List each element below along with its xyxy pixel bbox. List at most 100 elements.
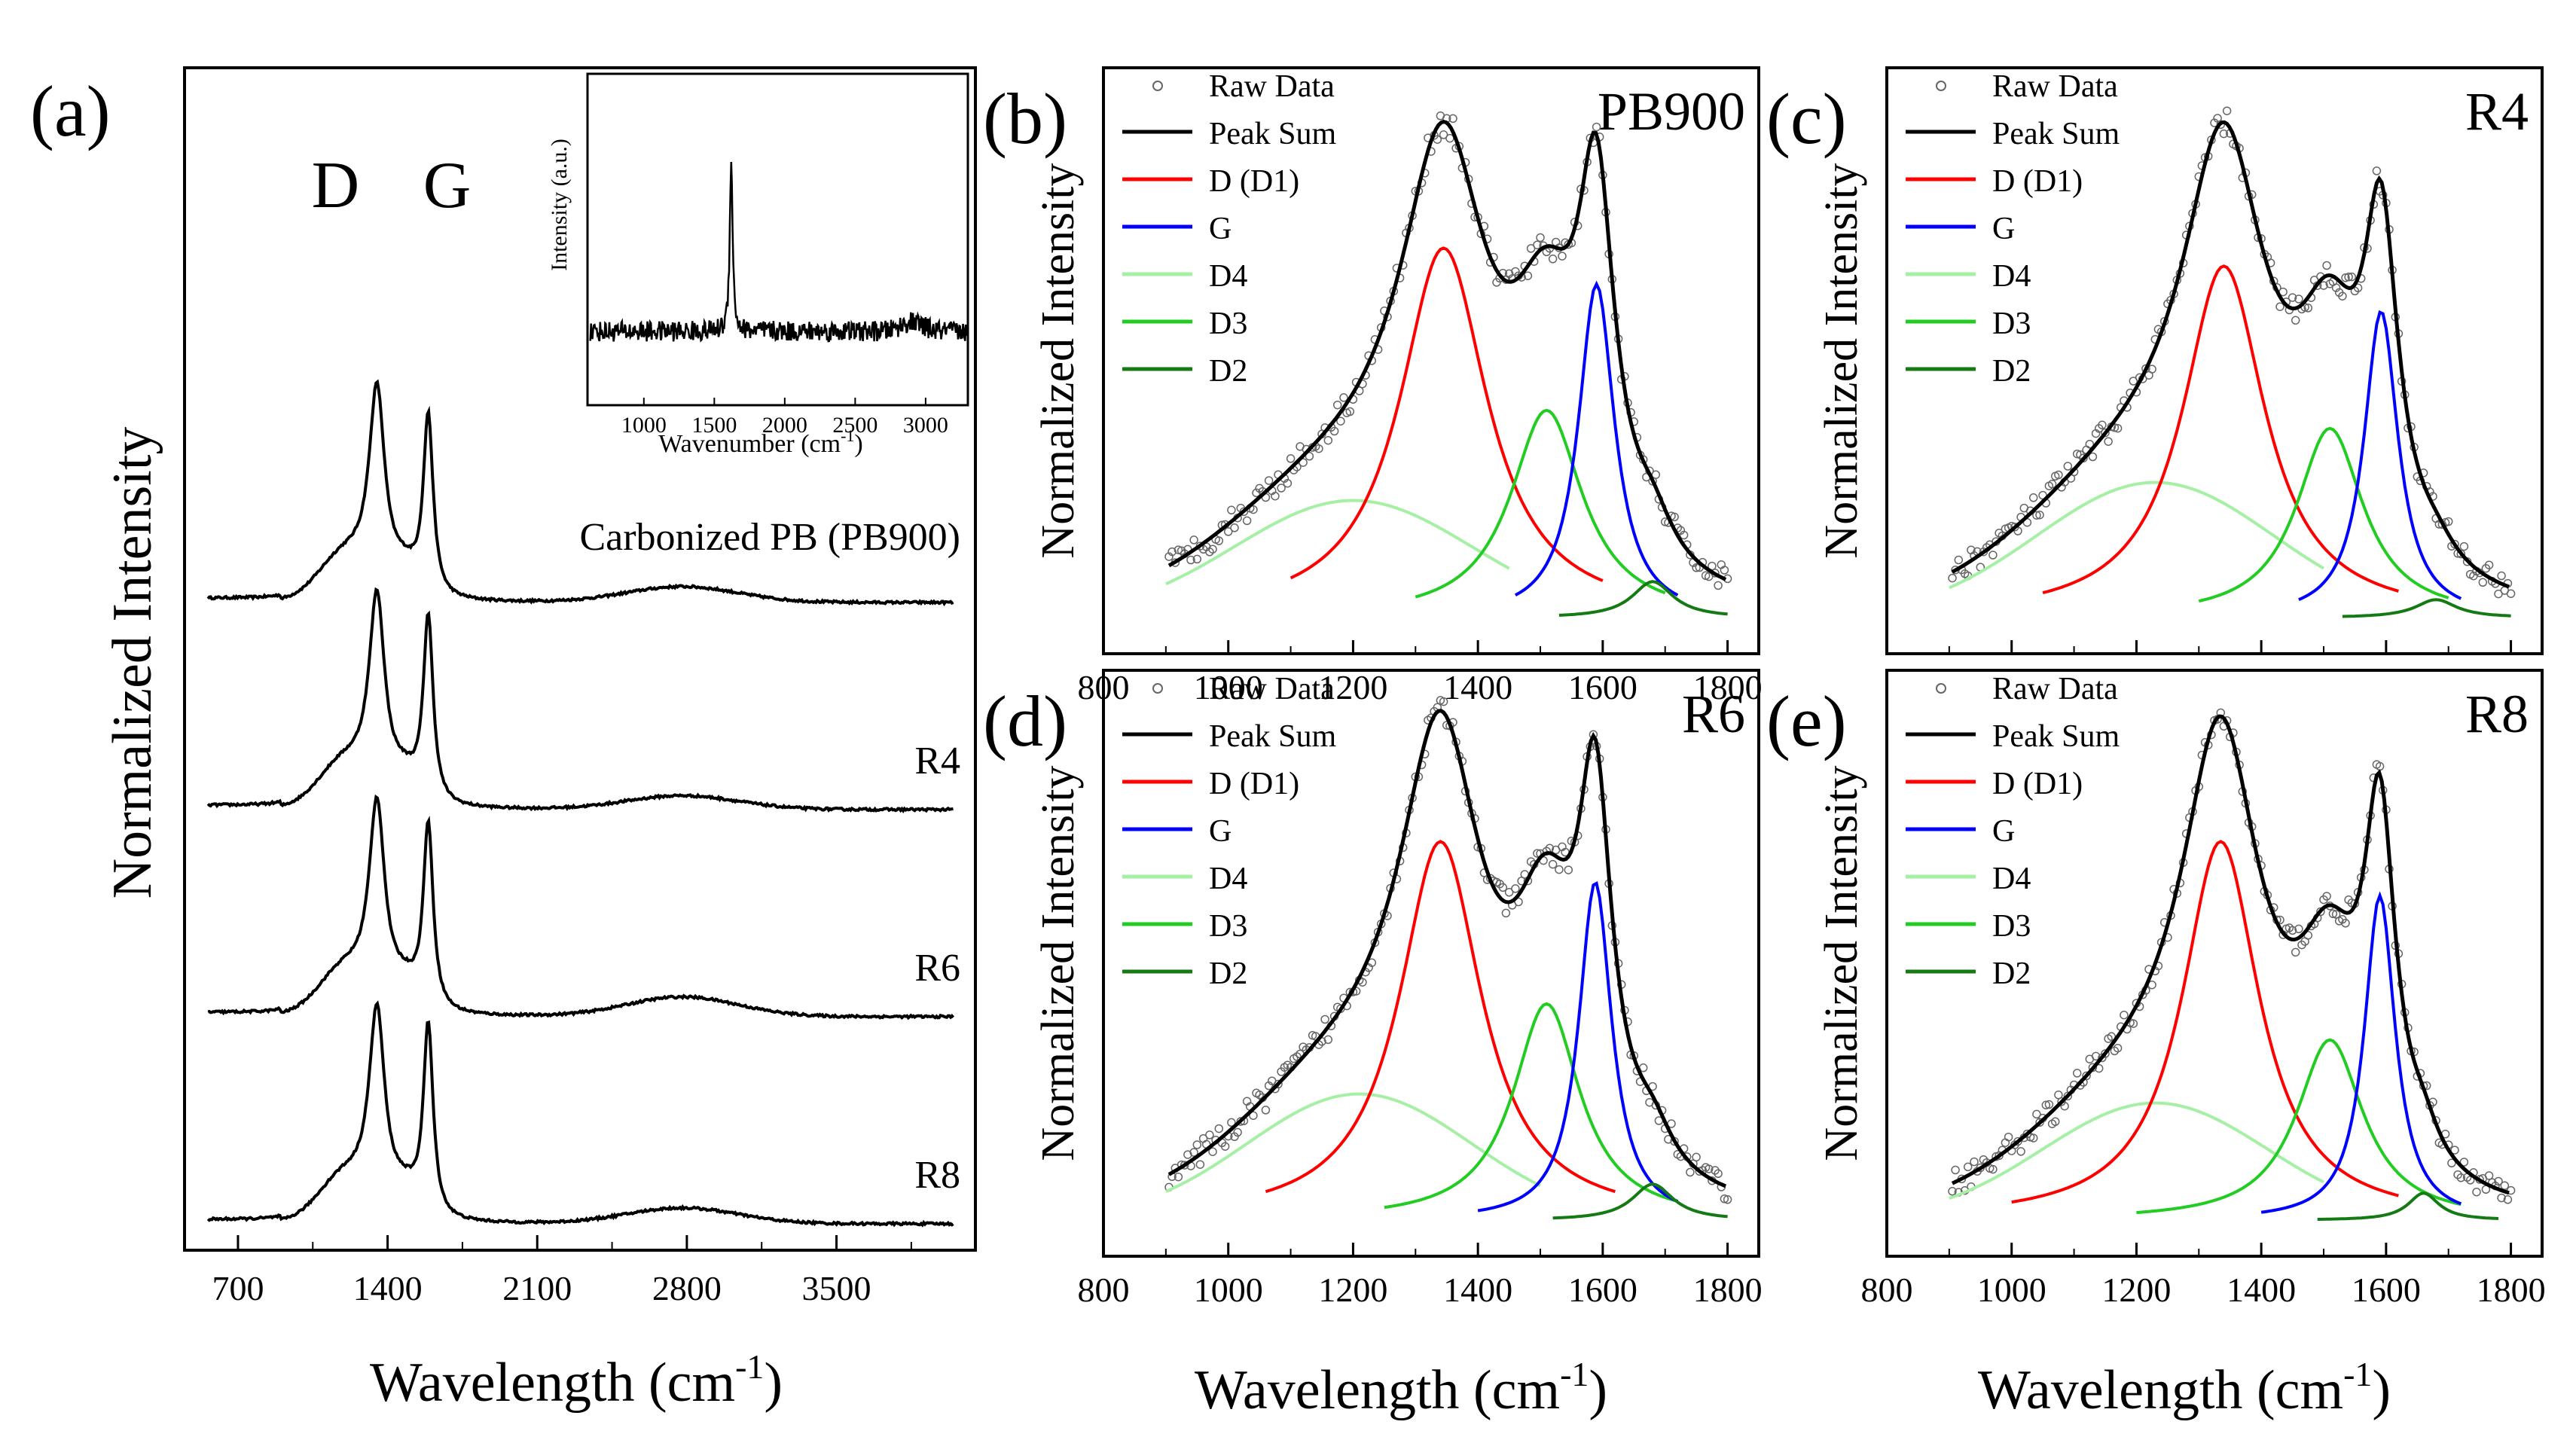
raw-data-point	[2088, 452, 2098, 462]
legend-entry: D2	[1992, 354, 2031, 389]
raw-data-point	[1192, 554, 1202, 564]
raw-data-point	[1345, 407, 1355, 416]
raw-data-point	[1189, 1148, 1198, 1157]
panel-title: R6	[1682, 684, 1745, 744]
raw-data-point	[1533, 240, 1542, 249]
raw-data-point	[1339, 393, 1348, 402]
inset-line	[589, 161, 968, 343]
raw-data-point	[1252, 488, 1261, 498]
raw-data-point	[2113, 423, 2123, 433]
legend-entry: D4	[1992, 862, 2031, 896]
x-tick-label: 1800	[1693, 1271, 1763, 1309]
series-label-pb900: Carbonized PB (PB900)	[579, 516, 960, 559]
raw-data-point	[1329, 426, 1339, 436]
raw-data-point	[1230, 1132, 1239, 1142]
raw-data-point	[1948, 573, 1957, 583]
legend-entry: D (D1)	[1992, 767, 2083, 801]
component-d4	[1165, 499, 1510, 586]
raw-data-point	[2057, 1097, 2066, 1106]
raw-data-point	[2450, 539, 2459, 549]
raw-data-point	[2494, 1176, 2503, 1186]
peak-sum-line	[1951, 120, 2510, 589]
raw-data-point	[1233, 1127, 1242, 1137]
raw-data-point	[2063, 462, 2073, 471]
raw-data-point	[2054, 470, 2063, 480]
raw-data-point	[1314, 444, 1323, 453]
raw-data-point	[2316, 907, 2325, 917]
raw-data-point	[1954, 555, 1964, 565]
raw-data-point	[2098, 420, 2107, 430]
component-g	[1514, 280, 1679, 596]
peak-sum-line	[1167, 709, 1727, 1188]
panel-a-label: (a)	[30, 71, 111, 151]
legend-entry: D2	[1992, 956, 2031, 991]
legend-entry: D (D1)	[1992, 164, 2083, 199]
raw-data-point	[1963, 1162, 1973, 1172]
raw-data-point	[1277, 484, 1286, 493]
raw-data-point	[2001, 1138, 2010, 1147]
x-tick-label: 1000	[1194, 1271, 1263, 1309]
raw-data-point	[2353, 283, 2363, 293]
legend-entry: Raw Data	[1209, 69, 1335, 104]
legend-entry: D4	[1209, 862, 1247, 896]
raw-data-point	[1214, 536, 1224, 545]
raw-data-point	[1186, 555, 1195, 565]
d-band-label: D	[312, 149, 360, 222]
raw-data-point	[2013, 1136, 2022, 1146]
raw-data-point	[2443, 517, 2453, 526]
legend: Raw Data Peak Sum D (D1) G D4 D3 D2	[1906, 69, 2120, 389]
panel-d-xlabel: Wavelength (cm-1)	[1195, 1355, 1607, 1421]
inset-chart: 1000 1500 2000 2500 3000 Intensity (a.u.) Wa…	[547, 72, 969, 458]
raw-data-point	[2082, 1071, 2091, 1081]
x-tick-label: 800	[1078, 1271, 1130, 1309]
raw-data-point	[2016, 1147, 2025, 1156]
raw-data-point	[2219, 129, 2229, 139]
x-tick-label: 3500	[802, 1269, 871, 1307]
raw-data-point	[2079, 453, 2088, 463]
spectrum-r6	[207, 794, 955, 1020]
raw-data-point	[2344, 273, 2353, 282]
legend-entry: D (D1)	[1209, 164, 1299, 199]
component-d2	[2342, 598, 2511, 618]
inset-frame	[586, 72, 969, 407]
component-d3	[1415, 408, 1666, 599]
raw-data-point	[1511, 267, 1520, 276]
x-tick-label: 1400	[2227, 1271, 2296, 1309]
raw-data-point	[1714, 581, 1723, 590]
raw-data-point	[2050, 1117, 2060, 1127]
panel-a-xlabel: Wavelength (cm-1)	[370, 1347, 783, 1414]
raw-data-point	[1514, 897, 1523, 907]
raw-data-point	[1299, 458, 1308, 467]
legend-marker	[1936, 683, 1946, 694]
raw-data-point	[1720, 566, 1729, 575]
raw-data-point	[1704, 1164, 1714, 1173]
inset-x-tick-label: 1500	[691, 413, 737, 438]
raw-data-point	[1305, 452, 1314, 461]
raw-data-point	[2216, 120, 2226, 130]
raw-data-point	[1332, 400, 1342, 410]
raw-data-point	[1564, 865, 1573, 874]
series-label-r4: R4	[914, 740, 960, 783]
x-tick-label: 2100	[502, 1269, 572, 1307]
raw-data-point	[1558, 252, 1567, 261]
legend-entry: Peak Sum	[1992, 117, 2120, 151]
component-d3	[2198, 426, 2449, 603]
raw-data-point	[1533, 849, 1542, 858]
panel-e-xlabel: Wavelength (cm-1)	[1978, 1355, 2391, 1421]
panel-frame	[1885, 66, 2544, 655]
legend-entry: Peak Sum	[1209, 719, 1337, 754]
raw-data-point	[1692, 1152, 1701, 1162]
raw-data-point	[2060, 1101, 2069, 1111]
legend-entry: D3	[1209, 307, 1247, 341]
panel-frame	[1102, 66, 1760, 655]
x-tick-label: 1800	[2477, 1271, 2546, 1309]
raw-data-point	[1723, 1195, 1732, 1204]
raw-data-point	[2484, 1171, 2494, 1180]
raw-data-point	[1227, 505, 1236, 515]
raw-data-point	[1714, 1169, 1723, 1179]
raw-data-point	[1448, 114, 1457, 124]
panel-title: R4	[2465, 81, 2529, 142]
raw-data-point	[1951, 1165, 1960, 1175]
